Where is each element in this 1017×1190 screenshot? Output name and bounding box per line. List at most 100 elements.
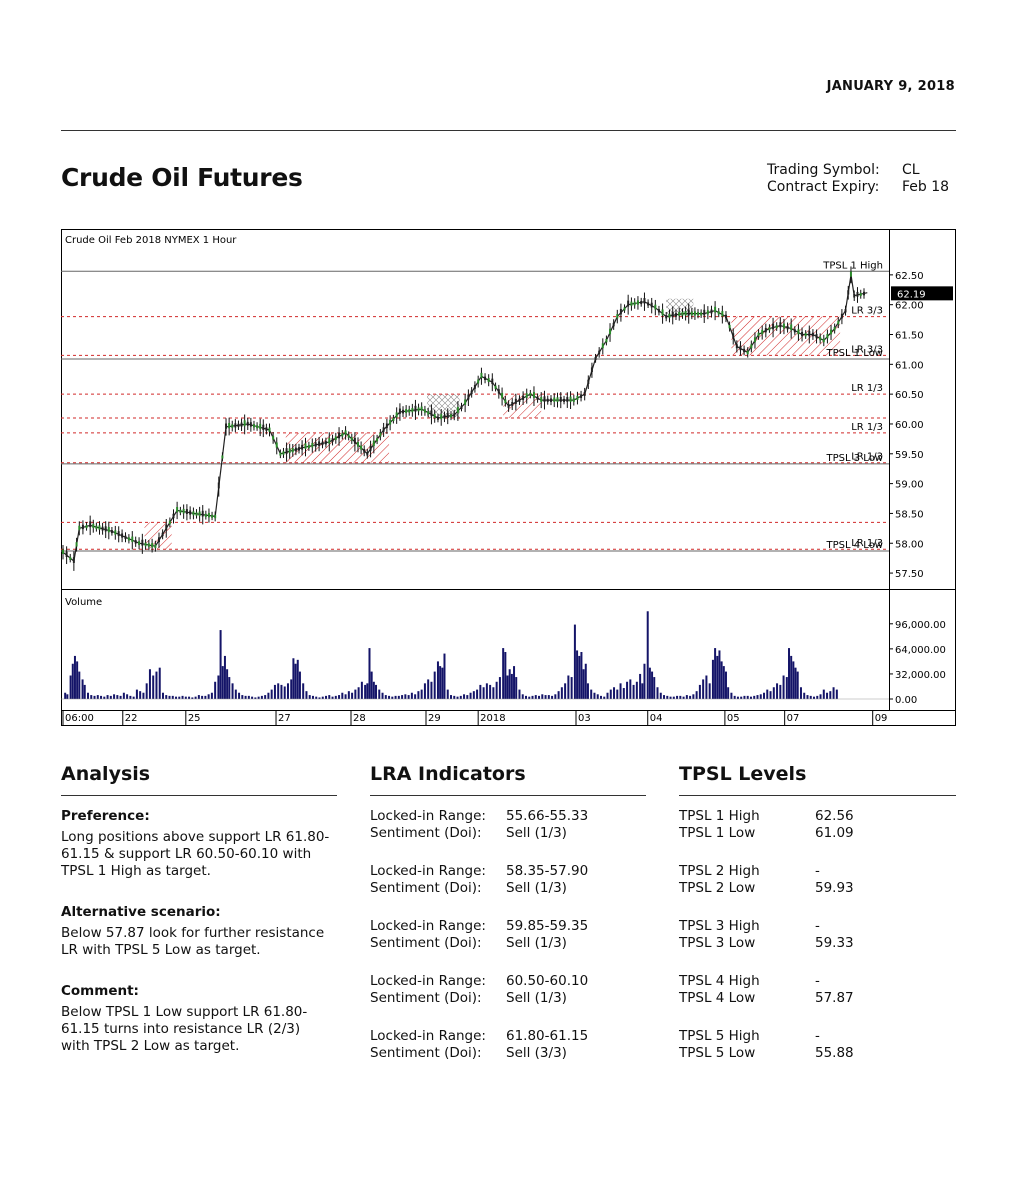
candle-body	[282, 451, 285, 455]
candle-body	[107, 526, 110, 533]
volume-bar	[669, 696, 672, 699]
volume-bar	[286, 683, 289, 699]
candle-body	[389, 419, 392, 425]
candle-body	[65, 551, 68, 557]
candle-body	[750, 344, 753, 349]
volume-bar	[351, 692, 354, 699]
volume-bar	[816, 695, 819, 699]
volume-bar	[109, 695, 112, 699]
candle-body	[693, 311, 696, 316]
candle-body	[793, 329, 796, 333]
volume-bar	[368, 648, 371, 699]
candle-body	[657, 309, 660, 313]
lra-column: Locked-in Range: 55.66-55.33 Sentiment (D…	[370, 808, 650, 1083]
time-tick-label: 2018	[480, 713, 505, 724]
candle-body	[372, 440, 375, 447]
volume-bar	[659, 692, 662, 699]
volume-bar	[370, 671, 373, 699]
volume-bar	[792, 661, 795, 699]
volume-bar	[502, 648, 505, 699]
candle-body	[225, 423, 228, 429]
candle-body	[246, 421, 249, 426]
volume-bar	[441, 667, 444, 699]
alternative-label: Alternative scenario:	[61, 904, 221, 920]
candle-body	[746, 350, 749, 355]
candle-body	[529, 392, 532, 396]
candle-body	[540, 397, 543, 402]
candle-body	[768, 327, 771, 331]
volume-bar	[504, 652, 507, 699]
time-tick-label: 07	[787, 713, 800, 724]
volume-bar	[341, 692, 344, 699]
tpsl-divider	[679, 795, 956, 796]
lra-range-label: Locked-in Range:	[370, 863, 486, 879]
candle-body	[863, 291, 866, 296]
volume-tick-label: 32,000.00	[895, 670, 946, 681]
volume-bar	[580, 652, 583, 699]
candle-body	[764, 327, 767, 333]
candle-body	[566, 397, 569, 402]
contract-meta: Trading Symbol: CL Contract Expiry: Feb …	[767, 162, 949, 196]
volume-bar	[126, 694, 129, 699]
tpsl-low-value: 59.33	[815, 935, 854, 951]
candle-body	[714, 306, 717, 313]
candle-body	[609, 328, 612, 335]
tpsl-item: TPSL 3 High - TPSL 3 Low 59.33	[679, 918, 956, 952]
volume-bar	[231, 683, 234, 699]
volume-bar	[161, 692, 164, 699]
candle-body	[511, 402, 514, 406]
volume-bar	[599, 695, 602, 699]
tpsl-low-value: 61.09	[815, 825, 854, 841]
price-tick-label: 59.50	[895, 450, 924, 461]
volume-bar	[270, 689, 273, 699]
candle-body	[643, 298, 646, 304]
volume-bar	[567, 675, 570, 699]
time-tick-label: 03	[578, 713, 591, 724]
tpsl-low-label: TPSL 4 Low	[679, 990, 756, 1006]
current-price-label: 62.19	[897, 289, 926, 300]
candle-body	[62, 549, 64, 554]
time-tick-label: 22	[125, 713, 138, 724]
price-tick-label: 58.50	[895, 509, 924, 520]
volume-bar	[294, 663, 297, 699]
candle-body	[117, 531, 120, 537]
tpsl-column: TPSL 1 High 62.56 TPSL 1 Low 61.09 TPSL 2 …	[679, 808, 956, 1083]
candle-body	[849, 271, 852, 277]
candle-body	[198, 511, 201, 517]
volume-bar	[210, 692, 213, 699]
candle-body	[473, 385, 476, 389]
candle-body	[252, 424, 255, 428]
candle-body	[630, 301, 633, 306]
candle-body	[408, 409, 411, 413]
candle-body	[72, 557, 75, 563]
volume-bar	[254, 697, 257, 699]
analysis-divider	[61, 795, 337, 796]
analysis-heading: Analysis	[61, 763, 151, 785]
level-label: LR 1/3	[851, 422, 883, 433]
volume-bar	[315, 696, 318, 699]
candle-body	[392, 417, 395, 421]
volume-bar	[524, 695, 527, 699]
candle-body	[753, 337, 756, 343]
candle-body	[291, 448, 294, 453]
candle-body	[285, 448, 288, 454]
candle-body	[790, 324, 793, 331]
lra-range-value: 55.66-55.33	[506, 808, 589, 824]
volume-bar	[331, 696, 334, 699]
volume-bar	[648, 667, 651, 699]
volume-bar	[66, 694, 69, 699]
volume-bar	[439, 666, 442, 699]
volume-bar	[436, 661, 439, 699]
volume-bar	[414, 694, 417, 699]
candle-body	[674, 313, 677, 317]
volume-bar	[217, 675, 220, 699]
time-tick-label: 06:00	[65, 713, 94, 724]
candle-body	[801, 331, 804, 337]
volume-bar	[450, 695, 453, 699]
lra-sentiment-value: Sell (1/3)	[506, 880, 567, 896]
candle-body	[779, 322, 782, 328]
candle-body	[298, 447, 300, 451]
tpsl-high-label: TPSL 5 High	[679, 1028, 760, 1044]
candle-body	[569, 396, 572, 402]
volume-bar	[708, 683, 711, 699]
